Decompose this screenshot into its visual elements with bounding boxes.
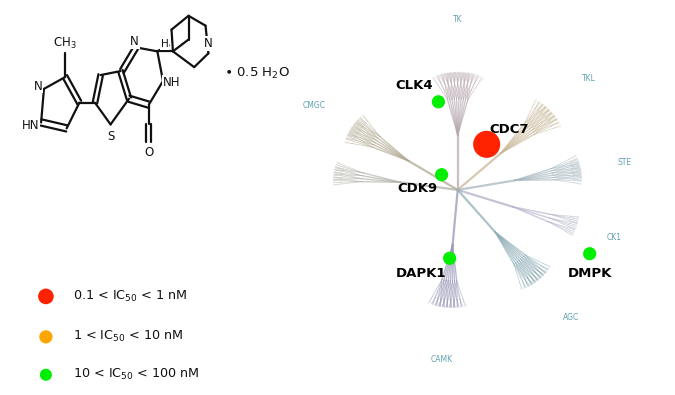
Point <box>40 372 51 378</box>
Text: 10 < IC$_{50}$ < 100 nM: 10 < IC$_{50}$ < 100 nM <box>73 367 199 382</box>
Text: 0.1 < IC$_{50}$ < 1 nM: 0.1 < IC$_{50}$ < 1 nM <box>73 289 187 304</box>
Text: CDK9: CDK9 <box>398 182 437 195</box>
Point <box>40 334 51 340</box>
Text: DMPK: DMPK <box>568 267 612 280</box>
Text: N: N <box>130 35 139 48</box>
Point <box>481 141 492 147</box>
Text: NH: NH <box>163 76 180 88</box>
Text: CH$_3$: CH$_3$ <box>53 36 77 51</box>
Text: TK: TK <box>453 15 462 24</box>
Text: TKL: TKL <box>583 73 596 83</box>
Text: STE: STE <box>617 158 631 167</box>
Text: O: O <box>144 146 153 158</box>
Point <box>40 293 51 299</box>
Point <box>436 171 447 178</box>
Text: CAMK: CAMK <box>431 355 453 364</box>
Text: N: N <box>34 80 43 92</box>
Point <box>433 99 443 105</box>
Text: AGC: AGC <box>564 313 580 322</box>
Text: CDC7: CDC7 <box>489 122 529 135</box>
Text: H: H <box>161 39 168 49</box>
Text: 1 < IC$_{50}$ < 10 nM: 1 < IC$_{50}$ < 10 nM <box>73 329 183 344</box>
Text: S: S <box>107 130 114 143</box>
Text: CLK4: CLK4 <box>396 79 433 92</box>
Text: DAPK1: DAPK1 <box>396 267 446 280</box>
Text: N: N <box>204 37 213 50</box>
Text: HN: HN <box>22 119 39 132</box>
Point <box>444 255 455 261</box>
Text: CMGC: CMGC <box>303 101 326 110</box>
Text: CK1: CK1 <box>606 233 622 242</box>
Point <box>585 250 595 257</box>
Text: $\bullet$ 0.5 H$_2$O: $\bullet$ 0.5 H$_2$O <box>224 66 290 81</box>
